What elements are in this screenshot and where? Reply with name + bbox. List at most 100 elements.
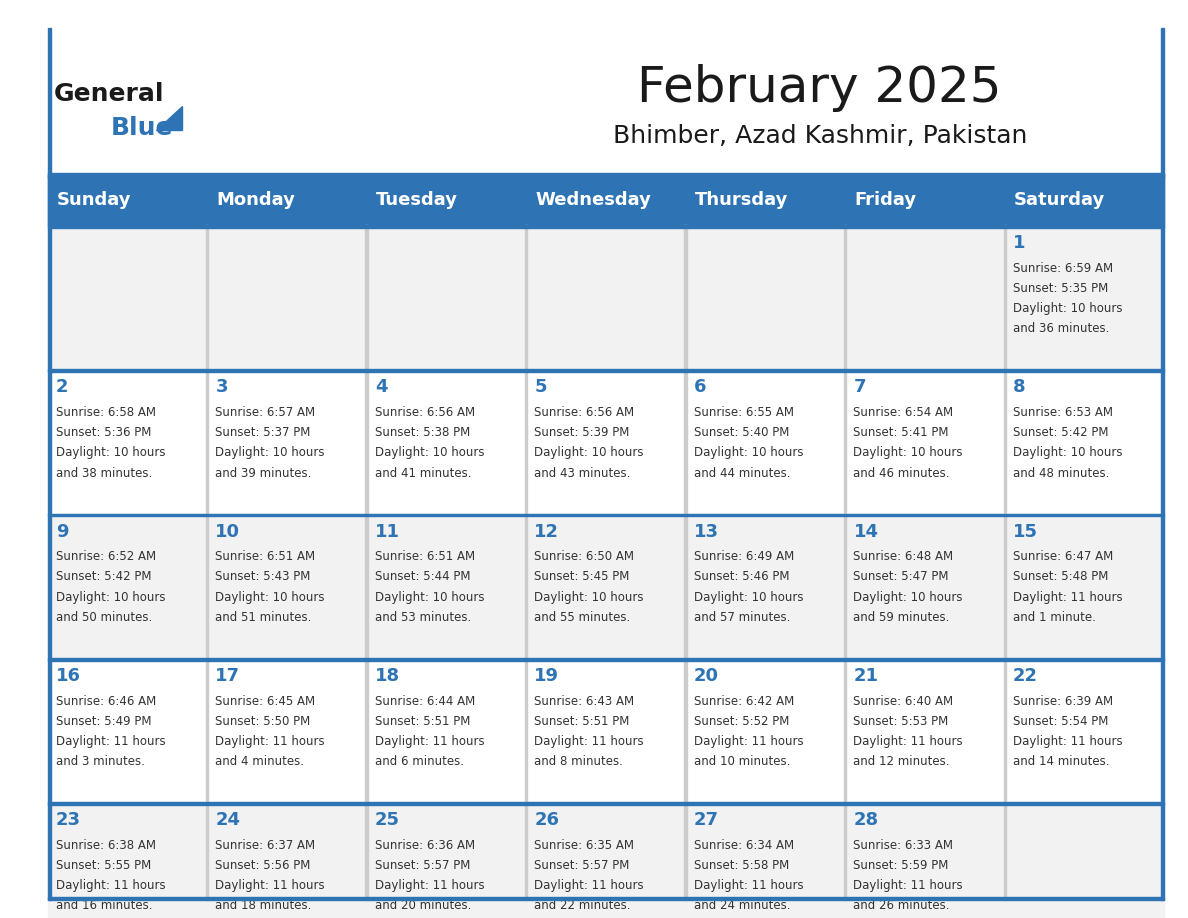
Text: Sunrise: 6:40 AM: Sunrise: 6:40 AM [853,695,954,708]
Text: 9: 9 [56,522,69,541]
Text: and 59 minutes.: and 59 minutes. [853,610,950,624]
Text: and 16 minutes.: and 16 minutes. [56,900,152,912]
Text: Daylight: 11 hours: Daylight: 11 hours [1013,735,1123,748]
Text: Sunrise: 6:59 AM: Sunrise: 6:59 AM [1013,262,1113,274]
Text: Daylight: 11 hours: Daylight: 11 hours [853,879,963,892]
Text: Sunrise: 6:48 AM: Sunrise: 6:48 AM [853,550,954,564]
Bar [48,225,1164,228]
Text: 24: 24 [215,812,240,829]
Bar [48,173,1164,178]
Text: Sunrise: 6:33 AM: Sunrise: 6:33 AM [853,839,954,852]
Text: Daylight: 10 hours: Daylight: 10 hours [56,590,165,604]
Text: Bhimber, Azad Kashmir, Pakistan: Bhimber, Azad Kashmir, Pakistan [613,124,1026,148]
Text: Daylight: 10 hours: Daylight: 10 hours [215,446,324,459]
Text: Daylight: 11 hours: Daylight: 11 hours [375,735,485,748]
Bar [48,174,1164,225]
Text: 14: 14 [853,522,878,541]
Polygon shape [156,106,182,130]
Text: and 41 minutes.: and 41 minutes. [375,466,472,479]
Bar [684,225,687,900]
Text: General: General [53,82,164,106]
Text: Sunrise: 6:57 AM: Sunrise: 6:57 AM [215,406,316,419]
Bar [48,658,1164,661]
Text: Thursday: Thursday [695,191,789,208]
Text: Tuesday: Tuesday [377,191,459,208]
Text: Sunset: 5:53 PM: Sunset: 5:53 PM [853,715,949,728]
Text: Sunset: 5:38 PM: Sunset: 5:38 PM [375,426,470,439]
Text: and 14 minutes.: and 14 minutes. [1013,756,1110,768]
Bar [525,225,527,900]
Text: Sunset: 5:57 PM: Sunset: 5:57 PM [535,859,630,872]
Text: Sunset: 5:47 PM: Sunset: 5:47 PM [853,570,949,584]
Text: and 51 minutes.: and 51 minutes. [215,610,311,624]
Text: Sunrise: 6:43 AM: Sunrise: 6:43 AM [535,695,634,708]
Text: Daylight: 10 hours: Daylight: 10 hours [375,446,485,459]
Bar [206,225,208,900]
Text: Daylight: 10 hours: Daylight: 10 hours [375,590,485,604]
Text: Daylight: 10 hours: Daylight: 10 hours [694,446,803,459]
Text: 23: 23 [56,812,81,829]
Text: Daylight: 11 hours: Daylight: 11 hours [535,735,644,748]
Text: 7: 7 [853,378,866,397]
Text: Daylight: 11 hours: Daylight: 11 hours [375,879,485,892]
Text: Daylight: 10 hours: Daylight: 10 hours [694,590,803,604]
Text: Daylight: 10 hours: Daylight: 10 hours [535,590,644,604]
Text: Sunrise: 6:52 AM: Sunrise: 6:52 AM [56,550,156,564]
Text: and 24 minutes.: and 24 minutes. [694,900,790,912]
Text: and 1 minute.: and 1 minute. [1013,610,1095,624]
Text: Sunset: 5:44 PM: Sunset: 5:44 PM [375,570,470,584]
Text: and 18 minutes.: and 18 minutes. [215,900,311,912]
Text: and 36 minutes.: and 36 minutes. [1013,322,1110,335]
Text: Sunrise: 6:35 AM: Sunrise: 6:35 AM [535,839,634,852]
Text: and 10 minutes.: and 10 minutes. [694,756,790,768]
Text: Daylight: 11 hours: Daylight: 11 hours [215,735,326,748]
Text: Sunset: 5:42 PM: Sunset: 5:42 PM [56,570,151,584]
Text: and 48 minutes.: and 48 minutes. [1013,466,1110,479]
Text: and 55 minutes.: and 55 minutes. [535,610,631,624]
Bar [48,658,1164,802]
Text: Sunset: 5:37 PM: Sunset: 5:37 PM [215,426,311,439]
Bar [48,897,1164,900]
Text: Sunrise: 6:56 AM: Sunrise: 6:56 AM [535,406,634,419]
Text: Sunset: 5:50 PM: Sunset: 5:50 PM [215,715,310,728]
Text: 5: 5 [535,378,546,397]
Text: and 46 minutes.: and 46 minutes. [853,466,950,479]
Text: 19: 19 [535,667,560,685]
Text: Sunrise: 6:56 AM: Sunrise: 6:56 AM [375,406,475,419]
Text: 6: 6 [694,378,707,397]
Text: Sunset: 5:42 PM: Sunset: 5:42 PM [1013,426,1108,439]
Text: 27: 27 [694,812,719,829]
Text: 15: 15 [1013,522,1038,541]
Text: and 26 minutes.: and 26 minutes. [853,900,950,912]
Text: Sunset: 5:40 PM: Sunset: 5:40 PM [694,426,789,439]
Text: 13: 13 [694,522,719,541]
Bar [48,225,1164,369]
Text: 16: 16 [56,667,81,685]
Text: Daylight: 10 hours: Daylight: 10 hours [215,590,324,604]
Text: and 57 minutes.: and 57 minutes. [694,610,790,624]
Bar [366,225,368,900]
Text: Sunset: 5:51 PM: Sunset: 5:51 PM [375,715,470,728]
Bar [48,513,1164,516]
Text: and 38 minutes.: and 38 minutes. [56,466,152,479]
Text: Sunset: 5:39 PM: Sunset: 5:39 PM [535,426,630,439]
Text: 17: 17 [215,667,240,685]
Text: 8: 8 [1013,378,1025,397]
Text: Sunrise: 6:54 AM: Sunrise: 6:54 AM [853,406,954,419]
Text: Sunrise: 6:37 AM: Sunrise: 6:37 AM [215,839,316,852]
Text: Sunset: 5:57 PM: Sunset: 5:57 PM [375,859,470,872]
Text: Sunrise: 6:47 AM: Sunrise: 6:47 AM [1013,550,1113,564]
Bar [48,28,51,900]
Text: Sunset: 5:46 PM: Sunset: 5:46 PM [694,570,790,584]
Text: 12: 12 [535,522,560,541]
Text: Daylight: 11 hours: Daylight: 11 hours [215,879,326,892]
Bar [48,369,1164,513]
Text: Sunset: 5:54 PM: Sunset: 5:54 PM [1013,715,1108,728]
Text: Wednesday: Wednesday [536,191,651,208]
Text: Sunrise: 6:51 AM: Sunrise: 6:51 AM [375,550,475,564]
Text: Sunset: 5:36 PM: Sunset: 5:36 PM [56,426,151,439]
Text: Sunset: 5:51 PM: Sunset: 5:51 PM [535,715,630,728]
Text: and 44 minutes.: and 44 minutes. [694,466,790,479]
Text: Sunrise: 6:44 AM: Sunrise: 6:44 AM [375,695,475,708]
Text: 25: 25 [375,812,400,829]
